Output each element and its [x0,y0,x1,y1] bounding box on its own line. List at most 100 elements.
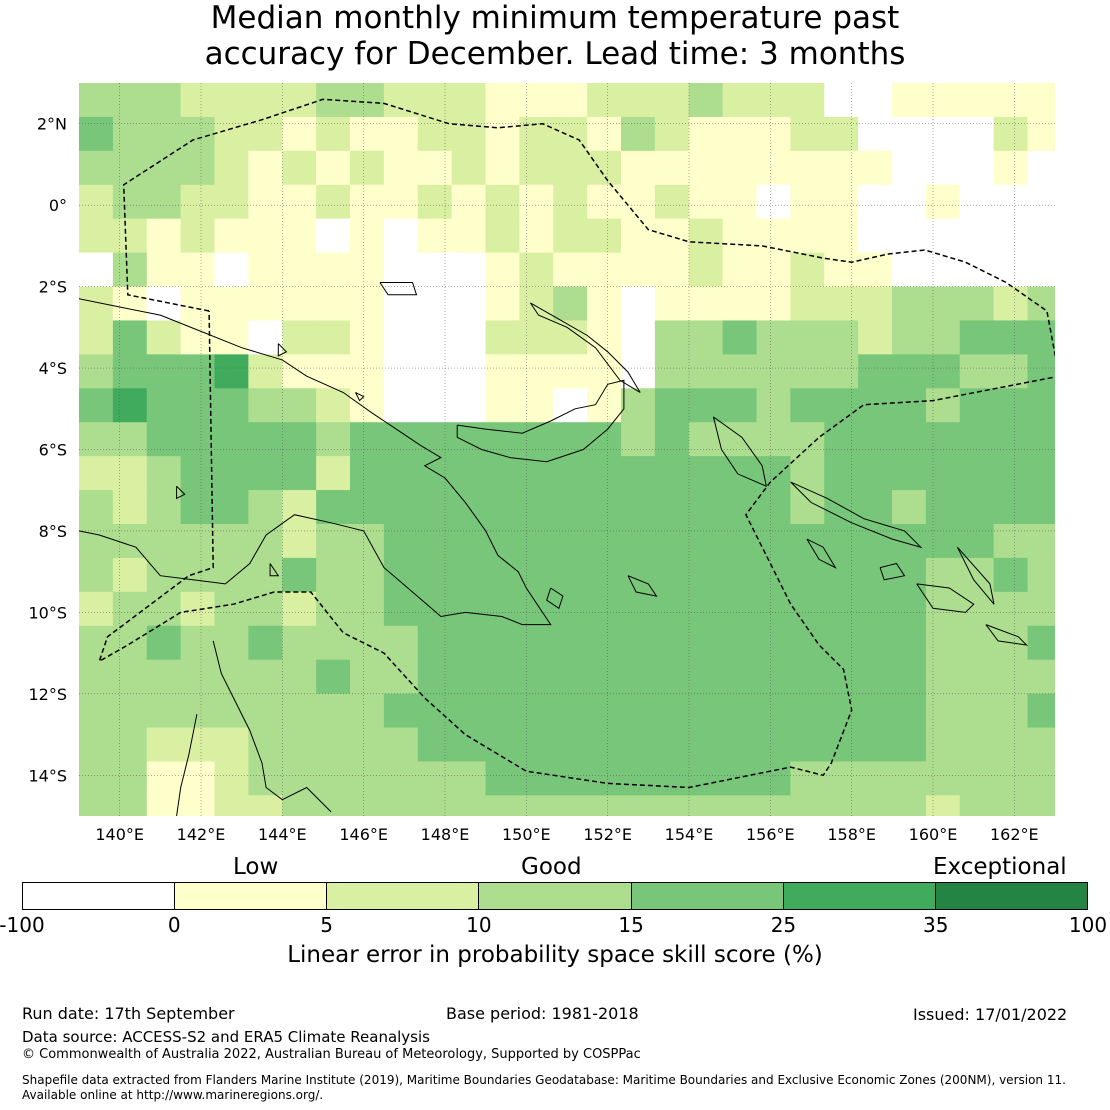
grid-cell [654,218,690,254]
grid-cell [451,286,487,322]
grid-cell [925,795,961,816]
grid-cell [180,490,216,525]
grid-cell [146,320,182,355]
grid-cell [553,456,588,491]
grid-cell [282,659,317,695]
grid-cell [485,591,520,627]
grid-cell [146,557,182,593]
grid-cell [282,83,317,118]
grid-cell [959,286,995,322]
grid-cell [824,388,859,423]
grid-cell [350,761,385,796]
grid-cell [824,523,859,559]
grid-cell [79,83,114,118]
grid-cell [993,354,1029,389]
grid-cell [790,184,825,220]
grid-cell [214,422,249,457]
grid-cell [146,184,182,220]
grid-cell [587,184,622,220]
grid-cell [1027,320,1055,355]
grid-cell [451,218,487,254]
grid-cell [587,591,622,627]
grid-cell [756,150,791,186]
colorbar-tick-label: 0 [167,913,181,937]
grid-cell [858,150,893,186]
colorbar [22,882,1088,910]
grid-cell [214,83,249,118]
grid-cell [587,625,622,661]
grid-cell [688,422,724,457]
grid-cell [654,184,690,220]
grid-cell [485,557,520,593]
grid-cell [858,388,893,423]
grid-cell [756,456,791,491]
grid-cell [587,727,622,763]
grid-cell [621,83,656,118]
grid-cell [519,354,554,389]
grid-cell [383,693,419,729]
grid-cell [654,659,690,695]
grid-cell [146,252,182,288]
grid-cell [112,116,148,152]
colorbar-level-low: Low [233,854,279,880]
grid-cell [383,591,419,627]
grid-cell [790,795,825,816]
grid-cell [1027,693,1055,729]
grid-cell [350,83,385,118]
grid-cell [248,795,283,816]
grid-cell [1027,659,1055,695]
grid-cell [587,218,622,254]
x-tick-label: 160°E [909,825,958,840]
grid-cell [756,422,791,457]
grid-cell [688,625,724,661]
grid-cell [654,150,690,186]
grid-cell [756,320,791,355]
grid-cell [824,727,859,763]
grid-cell [316,218,351,254]
eez-line [97,98,1055,789]
x-tick-label: 140°E [95,825,144,840]
grid-cell [350,557,385,593]
grid-cell [824,150,859,186]
grid-cell [79,795,114,816]
grid-cell [756,761,791,796]
grid-cell [112,727,148,763]
grid-cell [282,727,317,763]
grid-cell [688,388,724,423]
grid-cell [519,150,554,186]
grid-cell [892,252,927,288]
grid-cell [519,422,554,457]
grid-cell [993,150,1029,186]
colorbar-level-good: Good [521,854,582,880]
grid-cell [451,795,487,816]
grid-cell [824,116,859,152]
grid-cell [790,320,825,355]
grid-cell [858,456,893,491]
grid-cell [892,320,927,355]
grid-cell [858,252,893,288]
grid-cell [824,184,859,220]
grid-cell [824,252,859,288]
grid-cell [485,795,520,816]
coastline [456,379,625,463]
grid-cell [756,490,791,525]
grid-cell [316,761,351,796]
grid-cell [112,761,148,796]
grid-cell [722,354,758,389]
grid-cell [959,693,995,729]
map: 140°E 142°E 144°E 146°E 148°E 150°E 152°E 154°E… [28,83,1055,840]
grid-cell [959,354,995,389]
grid-cell [925,354,961,389]
graticule [79,83,1055,816]
grid-cell [417,320,453,355]
grid-cell [587,659,622,695]
grid-cell [858,286,893,322]
grid-cell [485,150,520,186]
coastline [956,546,995,605]
grid-cell [417,523,453,559]
grid-cell [959,727,995,763]
grid-cell [350,523,385,559]
grid-cell [892,591,927,627]
grid-cell [214,286,249,322]
grid-cell [688,761,724,796]
